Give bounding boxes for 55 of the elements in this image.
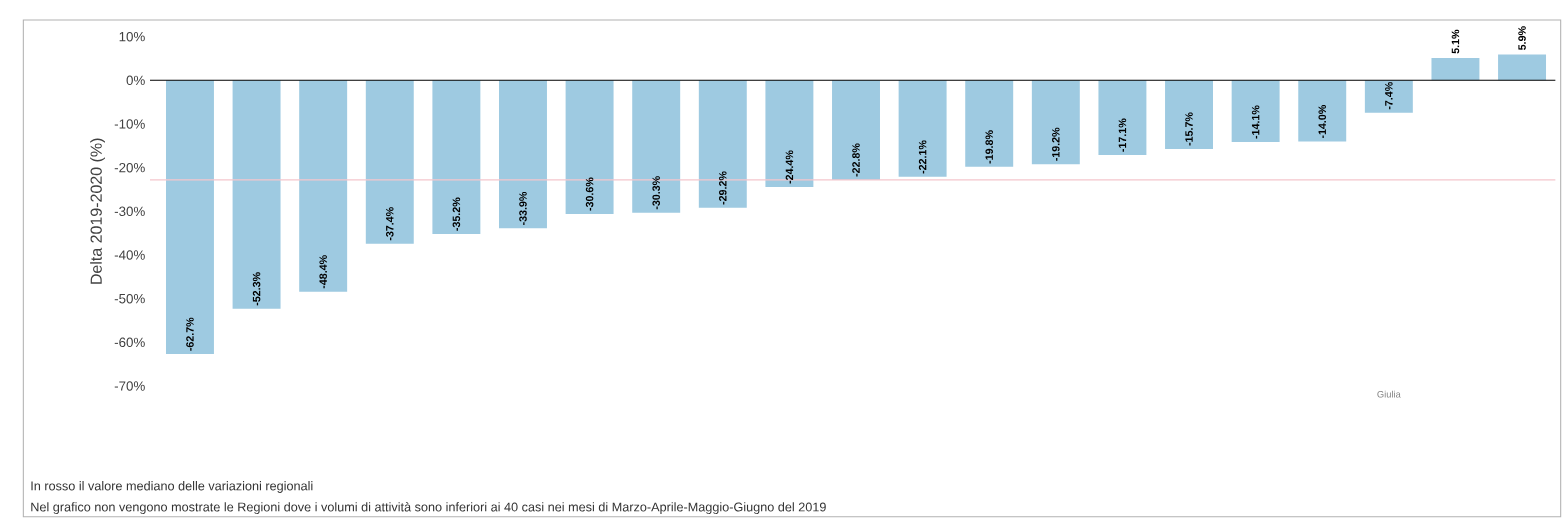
- bar: [499, 80, 547, 229]
- y-tick-label: -50%: [114, 293, 145, 304]
- bar: [832, 80, 880, 180]
- bar: [1165, 80, 1214, 149]
- data-label: -7.4%: [1385, 82, 1393, 110]
- bar: [698, 80, 747, 208]
- y-tick-label: -60%: [114, 337, 145, 348]
- data-label: -33.9%: [519, 191, 527, 226]
- y-tick-label: -70%: [114, 381, 145, 391]
- data-label: -22.8%: [852, 143, 860, 177]
- data-label: -19.2%: [1052, 127, 1060, 161]
- y-tick-label: 0%: [126, 75, 145, 86]
- data-label: -14.0%: [1318, 105, 1327, 139]
- data-label: -52.3%: [252, 272, 261, 306]
- data-label: -30.3%: [652, 176, 660, 210]
- data-label: 5.1%: [1451, 29, 1460, 54]
- data-label: -35.2%: [452, 197, 461, 231]
- data-label: 5.9%: [1518, 26, 1526, 50]
- bar: [1098, 80, 1147, 155]
- text: Nel grafico non vengono mostrate le Regioni dove i volumi di attività sono inferiori ai 40 casi nei mesi di Marzo-Aprile-Maggio-Giugno del 2019: [31, 502, 826, 514]
- bar: [365, 80, 414, 244]
- data-label: -62.7%: [186, 317, 194, 351]
- x-tick-label: Giulia: [1377, 390, 1401, 398]
- bar: [1031, 80, 1080, 165]
- bar: [165, 80, 214, 355]
- bar: [299, 80, 348, 292]
- bar: [1364, 80, 1413, 113]
- data-label: -29.2%: [719, 171, 727, 205]
- bar: [232, 80, 281, 309]
- data-label: -17.1%: [1118, 118, 1127, 152]
- bar: [1431, 58, 1480, 81]
- bar: [965, 80, 1014, 167]
- data-label: -30.6%: [585, 177, 594, 211]
- bar: [432, 80, 481, 235]
- y-tick-label: -40%: [114, 250, 145, 260]
- y-tick-label: -30%: [114, 206, 145, 217]
- data-label: -22.1%: [918, 140, 927, 174]
- bar: [898, 80, 947, 177]
- bar: [765, 80, 814, 187]
- data-label: -19.8%: [985, 130, 993, 164]
- data-label: -48.4%: [319, 255, 327, 289]
- data-label: -15.7%: [1185, 112, 1193, 146]
- bar: [565, 80, 614, 214]
- y-tick-label: -20%: [114, 162, 145, 173]
- y-tick-label: 10%: [119, 31, 145, 42]
- bar: [1498, 54, 1547, 81]
- data-label: -24.4%: [785, 150, 794, 184]
- bar: [1298, 80, 1347, 142]
- data-label: -37.4%: [386, 207, 394, 241]
- y-tick-label: -10%: [114, 119, 145, 129]
- text: In rosso il valore mediano delle variazioni regionali: [31, 481, 313, 493]
- y-axis-title: Delta 2019-2020 (%): [90, 138, 105, 284]
- bar: [1231, 80, 1280, 142]
- data-label: -14.1%: [1251, 105, 1260, 139]
- bar: [632, 80, 681, 213]
